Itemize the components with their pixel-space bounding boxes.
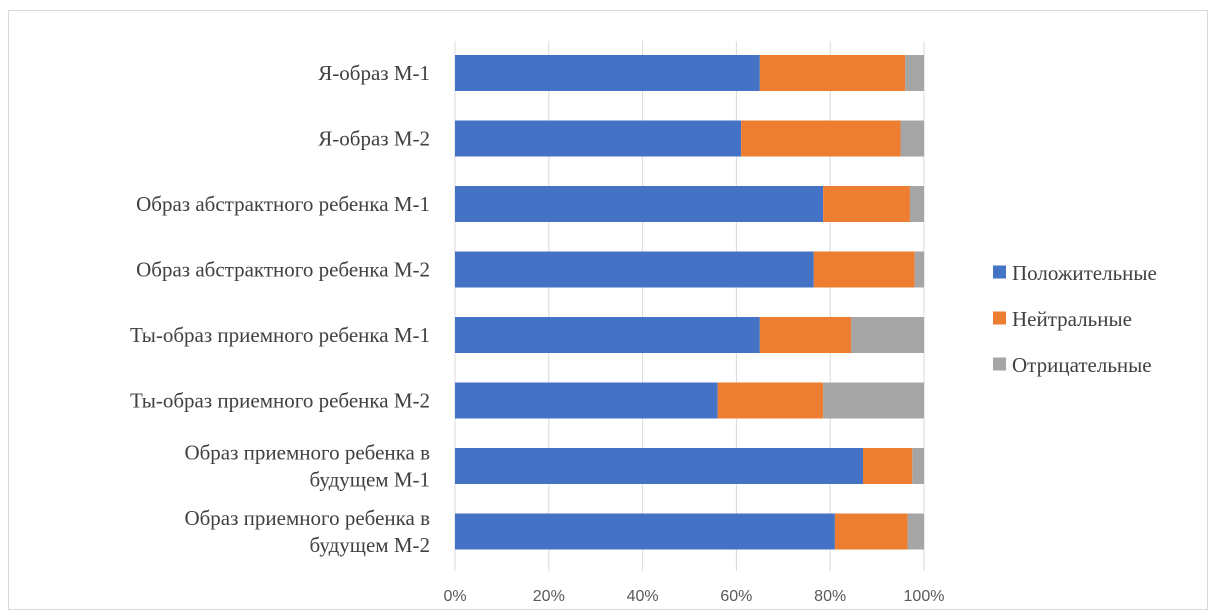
bar-positive <box>455 382 718 419</box>
category-label: Ты-образ приемного ребенка М-1 <box>130 323 430 347</box>
bar-positive <box>455 448 864 484</box>
bars <box>455 55 924 550</box>
x-tick-label: 80% <box>814 588 846 605</box>
bar-neutral <box>717 382 824 419</box>
category-label: Я-образ М-2 <box>318 127 430 151</box>
x-tick-label: 0% <box>443 588 466 605</box>
bar-negative <box>851 317 924 353</box>
bar-positive <box>455 513 835 550</box>
bar-neutral <box>823 186 910 222</box>
bar-neutral <box>863 448 913 484</box>
legend-swatch <box>993 311 1006 325</box>
x-tick-label: 100% <box>904 588 945 605</box>
bar-positive <box>455 317 760 353</box>
category-label: Я-образ М-1 <box>318 61 430 85</box>
x-axis-ticks: 0% 20% 40% 60% 80% 100% <box>443 588 944 605</box>
legend-label: Нейтральные <box>1012 307 1132 331</box>
stacked-bar-chart: Я-образ М-1 Я-образ М-2 Образ абстрактного… <box>130 41 1157 605</box>
chart-frame: Я-образ М-1 Я-образ М-2 Образ абстрактного… <box>8 10 1208 610</box>
legend-swatch <box>993 265 1006 279</box>
bar-negative <box>912 448 924 484</box>
bar-neutral <box>813 251 915 288</box>
category-label: будущем М-1 <box>310 468 430 492</box>
category-labels: Я-образ М-1 Я-образ М-2 Образ абстрактного… <box>130 61 430 557</box>
legend: Положительные Нейтральные Отрицательные <box>993 261 1157 377</box>
category-label: Образ абстрактного ребенка М-1 <box>136 192 430 216</box>
bar-positive <box>455 186 824 222</box>
category-label: Образ приемного ребенка в <box>184 441 430 465</box>
x-tick-label: 60% <box>720 588 752 605</box>
bar-neutral <box>759 55 906 91</box>
bar-positive <box>455 251 814 288</box>
bar-neutral <box>759 317 852 353</box>
bar-positive <box>455 55 760 91</box>
bar-negative <box>909 186 924 222</box>
category-label: Образ приемного ребенка в <box>184 506 430 530</box>
bar-negative <box>907 513 924 550</box>
bar-negative <box>823 382 924 419</box>
x-tick-label: 20% <box>533 588 565 605</box>
bar-negative <box>905 55 924 91</box>
legend-label: Положительные <box>1012 261 1157 285</box>
legend-swatch <box>993 357 1006 371</box>
bar-neutral <box>741 120 901 157</box>
bar-neutral <box>834 513 908 550</box>
category-label: будущем М-2 <box>310 533 430 557</box>
category-label: Ты-образ приемного ребенка М-2 <box>130 389 430 413</box>
bar-negative <box>914 251 924 288</box>
bar-positive <box>455 120 742 157</box>
x-tick-label: 40% <box>627 588 659 605</box>
legend-label: Отрицательные <box>1012 353 1152 377</box>
category-label: Образ абстрактного ребенка М-2 <box>136 258 430 282</box>
bar-negative <box>900 120 924 157</box>
